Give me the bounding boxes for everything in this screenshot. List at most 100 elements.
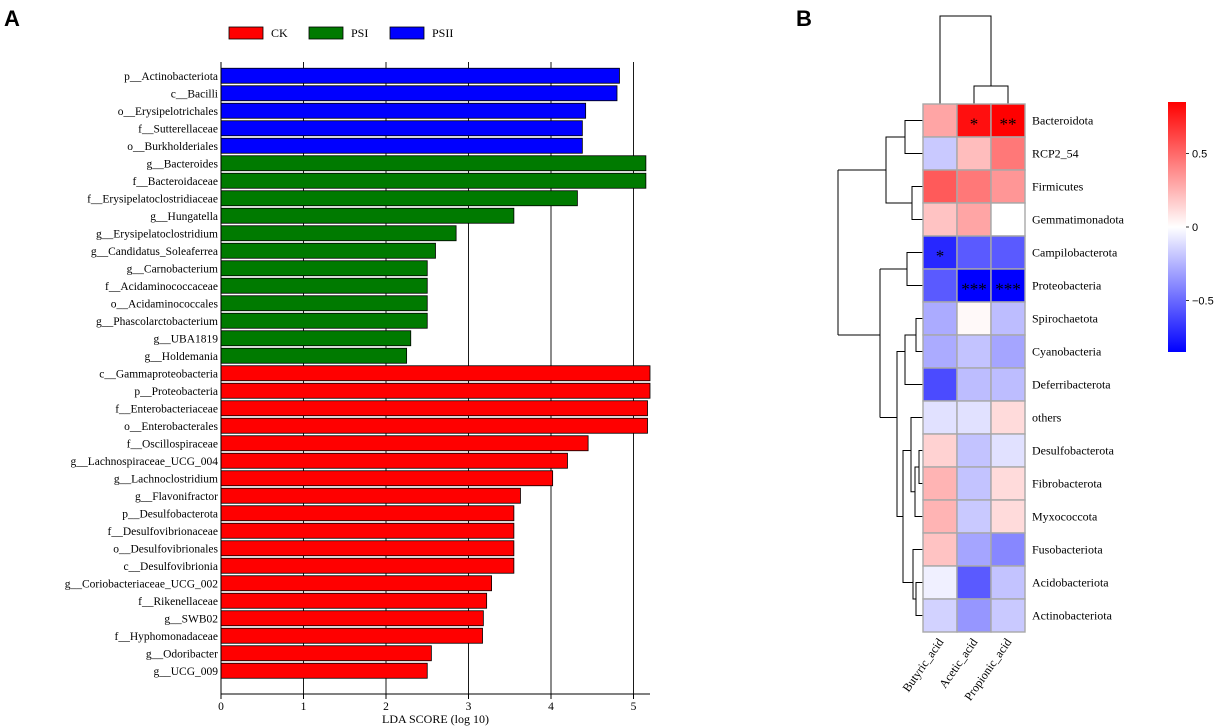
bar (220, 172, 647, 189)
heatmap-cell (990, 136, 1026, 171)
bar (220, 452, 568, 469)
bar-label: f__Bacteroidaceae (132, 176, 218, 188)
bar (220, 207, 515, 224)
bar (220, 277, 428, 294)
heatmap-cell (990, 532, 1026, 567)
bar (220, 435, 589, 452)
colorbar-tick-label: −0.5 (1192, 296, 1214, 308)
heatmap-cell (956, 136, 992, 171)
bar-label: o__Erysipelotrichales (118, 106, 219, 118)
colorbar-gradient (1168, 102, 1186, 352)
bar (220, 347, 408, 364)
heatmap-cell (922, 301, 958, 336)
bar (220, 592, 488, 609)
bar-label: c__Gammaproteobacteria (99, 368, 218, 380)
legend-label-ck: CK (271, 26, 288, 40)
bars (220, 67, 651, 679)
bar (220, 540, 515, 557)
dendrogram-branch (939, 15, 992, 104)
heatmap-cell (956, 400, 992, 435)
heatmap-cell (922, 268, 958, 303)
bar-label: g__Hungatella (150, 211, 218, 223)
bar (220, 67, 620, 84)
heatmap-cell (990, 235, 1026, 270)
legend-swatch-psi (308, 26, 344, 40)
heatmap-cell (922, 598, 958, 633)
bar (220, 470, 554, 487)
bar-label: g__Coriobacteriaceae_UCG_002 (65, 578, 219, 590)
row-label: Desulfobacterota (1032, 444, 1115, 458)
significance-star: * (970, 115, 979, 134)
row-label: Actinobacteriota (1032, 609, 1113, 623)
bar-label: g__Carnobacterium (127, 263, 218, 275)
row-label: RCP2_54 (1032, 147, 1079, 161)
heatmap-cell (956, 103, 992, 138)
heatmap-cell (990, 433, 1026, 468)
heatmap-cell (956, 301, 992, 336)
bar-label: f__Sutterellaceae (138, 123, 218, 135)
dendrogram-branch (896, 351, 905, 517)
heatmap-cell (922, 433, 958, 468)
heatmap-cell (956, 367, 992, 402)
x-tick-label: 1 (301, 701, 307, 713)
row-label: Acidobacteriota (1032, 576, 1109, 590)
bar (220, 137, 583, 154)
heatmap-cell (956, 565, 992, 600)
heatmap-cell (990, 202, 1026, 237)
bar (220, 190, 578, 207)
row-label: Proteobacteria (1032, 279, 1102, 293)
row-label: others (1032, 411, 1062, 425)
row-dendrogram (837, 120, 923, 616)
colorbar-tick-label: 0.5 (1192, 148, 1207, 160)
dendrogram-branch (904, 120, 923, 154)
row-label: Cyanobacteria (1032, 345, 1102, 359)
bar (220, 155, 647, 172)
heatmap-cell (956, 235, 992, 270)
bar (220, 505, 515, 522)
bar-label: g__SWB02 (164, 613, 218, 625)
bar (220, 312, 428, 329)
heatmap-cell (922, 565, 958, 600)
bar-label: p__Actinobacteriota (124, 71, 218, 83)
dendrogram-branch (915, 318, 923, 352)
significance-star: * (936, 247, 945, 266)
bar-label: g__Odoribacter (146, 648, 218, 660)
significance-star: ** (1000, 115, 1017, 134)
bar (220, 295, 428, 312)
bar-label: o__Desulfovibrionales (113, 543, 218, 555)
legend-label-psii: PSII (432, 26, 453, 40)
bar (220, 557, 515, 574)
x-tick-label: 4 (548, 701, 554, 713)
bar (220, 242, 436, 259)
significance-star: *** (995, 280, 1021, 299)
bar-label: g__Candidatus_Soleaferrea (91, 246, 218, 258)
heatmap-cell (990, 169, 1026, 204)
heatmap-cell (990, 499, 1026, 534)
bar-label: f__Acidaminococcaceae (105, 281, 218, 293)
legend-label-psi: PSI (351, 26, 368, 40)
dendrogram-branch (906, 252, 923, 286)
dendrogram-branch (910, 417, 923, 493)
bar-label: g__Bacteroides (146, 158, 218, 170)
x-axis: 0 1 2 3 4 5 (218, 62, 650, 713)
bar (220, 382, 651, 399)
legend: CK PSI PSII (228, 26, 453, 40)
bar (220, 610, 484, 627)
heatmap-cell (956, 466, 992, 501)
x-tick-label: 2 (383, 701, 389, 713)
bar-label: f__Hyphomonadaceae (115, 631, 218, 643)
bar-label: o__Enterobacterales (124, 421, 218, 433)
heatmap-cell (956, 169, 992, 204)
heatmap-cell (956, 433, 992, 468)
heatmap-cell (922, 334, 958, 369)
heatmap-cell (990, 565, 1026, 600)
x-tick-label: 3 (466, 701, 472, 713)
bar (220, 365, 651, 382)
colorbar: 0.5 0 −0.5 (1168, 102, 1214, 352)
row-label: Campilobacterota (1032, 246, 1118, 260)
bar-label: g__Erysipelatoclostridium (96, 228, 218, 240)
bar (220, 417, 648, 434)
bar-label: o__Burkholderiales (127, 141, 218, 153)
row-label: Fibrobacterota (1032, 477, 1103, 491)
